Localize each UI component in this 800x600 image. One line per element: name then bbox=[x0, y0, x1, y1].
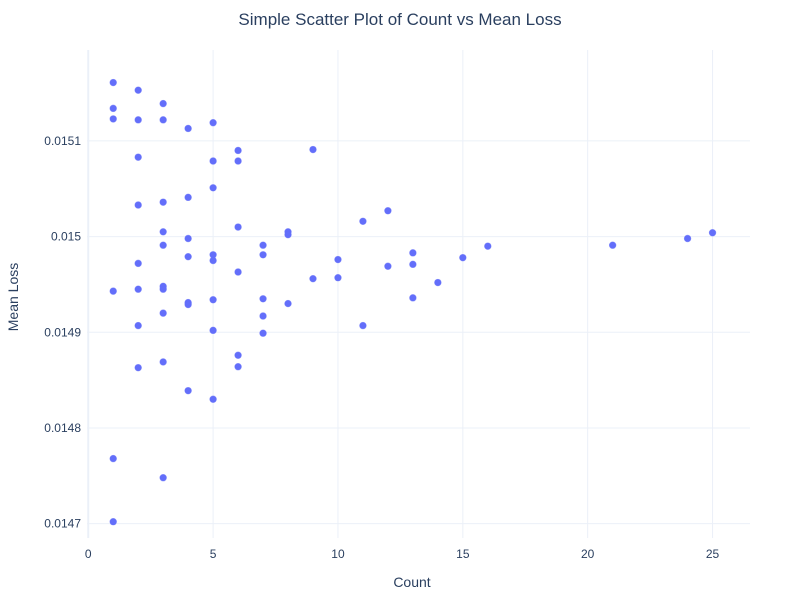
scatter-point bbox=[234, 223, 242, 231]
scatter-point bbox=[209, 157, 217, 165]
scatter-point bbox=[184, 193, 192, 202]
scatter-point bbox=[409, 294, 417, 302]
scatter-point bbox=[409, 249, 417, 257]
scatter-point bbox=[134, 86, 142, 94]
chart-title: Simple Scatter Plot of Count vs Mean Los… bbox=[238, 10, 561, 29]
scatter-point bbox=[384, 207, 392, 215]
scatter-point bbox=[159, 116, 167, 124]
scatter-point bbox=[159, 309, 167, 317]
data-points bbox=[109, 78, 717, 526]
x-axis-title: Count bbox=[393, 574, 430, 590]
scatter-point bbox=[209, 119, 217, 127]
scatter-point bbox=[234, 363, 242, 371]
scatter-point bbox=[109, 287, 117, 295]
scatter-point bbox=[608, 241, 617, 249]
scatter-point bbox=[184, 234, 192, 243]
scatter-point bbox=[159, 228, 167, 236]
scatter-point bbox=[184, 386, 192, 395]
scatter-point bbox=[708, 229, 717, 237]
scatter-point bbox=[109, 104, 117, 113]
scatter-point bbox=[134, 116, 142, 124]
scatter-point bbox=[284, 230, 292, 239]
scatter-point bbox=[159, 198, 167, 206]
y-tick-label: 0.015 bbox=[51, 230, 81, 244]
scatter-point bbox=[434, 278, 442, 287]
scatter-point bbox=[184, 124, 192, 133]
scatter-point bbox=[159, 358, 167, 366]
scatter-point bbox=[259, 295, 267, 303]
scatter-point bbox=[209, 256, 217, 265]
scatter-point bbox=[134, 259, 142, 268]
gridlines bbox=[87, 50, 750, 538]
scatter-point bbox=[309, 145, 317, 154]
x-tick-label: 20 bbox=[581, 547, 595, 561]
scatter-point bbox=[134, 285, 142, 293]
scatter-point bbox=[134, 363, 142, 372]
scatter-point bbox=[334, 255, 342, 264]
scatter-point bbox=[459, 253, 467, 262]
scatter-point bbox=[334, 274, 342, 282]
scatter-point bbox=[234, 157, 242, 165]
scatter-point bbox=[109, 454, 117, 463]
scatter-point bbox=[259, 329, 267, 337]
scatter-point bbox=[184, 300, 192, 309]
scatter-point bbox=[184, 252, 192, 261]
x-tick-label: 10 bbox=[331, 547, 345, 561]
y-axis-title: Mean Loss bbox=[5, 263, 21, 331]
x-tick-label: 5 bbox=[210, 547, 217, 561]
y-tick-label: 0.0147 bbox=[44, 517, 81, 531]
y-axis-ticks: 0.0147 0.0148 0.0149 0.015 0.0151 bbox=[44, 134, 81, 531]
scatter-point bbox=[259, 312, 267, 320]
scatter-point bbox=[109, 78, 117, 87]
scatter-point bbox=[109, 115, 117, 123]
scatter-point bbox=[683, 234, 692, 243]
y-tick-label: 0.0151 bbox=[44, 134, 81, 148]
y-tick-label: 0.0148 bbox=[44, 421, 81, 435]
scatter-point bbox=[359, 217, 367, 225]
scatter-point bbox=[159, 99, 167, 108]
scatter-point bbox=[134, 153, 142, 161]
scatter-point bbox=[209, 395, 217, 403]
x-tick-label: 25 bbox=[706, 547, 720, 561]
scatter-point bbox=[234, 146, 242, 155]
scatter-point bbox=[209, 326, 217, 335]
scatter-point bbox=[309, 274, 317, 283]
y-tick-label: 0.0149 bbox=[44, 325, 81, 339]
scatter-point bbox=[159, 474, 167, 482]
scatter-point bbox=[259, 251, 267, 259]
scatter-point bbox=[259, 241, 267, 249]
scatter-point bbox=[134, 201, 142, 209]
scatter-point bbox=[109, 518, 117, 526]
scatter-point bbox=[359, 321, 367, 330]
x-tick-label: 15 bbox=[456, 547, 470, 561]
scatter-point bbox=[159, 241, 167, 249]
scatter-point bbox=[134, 321, 142, 330]
scatter-point bbox=[234, 351, 242, 359]
scatter-point bbox=[159, 285, 167, 293]
scatter-point bbox=[409, 260, 417, 269]
scatter-point bbox=[484, 242, 492, 250]
scatter-point bbox=[284, 299, 292, 308]
scatter-point bbox=[234, 268, 242, 276]
scatter-point bbox=[209, 296, 217, 304]
x-axis-ticks: 0 5 10 15 20 25 bbox=[85, 547, 720, 561]
scatter-point bbox=[384, 262, 392, 270]
x-tick-label: 0 bbox=[85, 547, 92, 561]
scatter-point bbox=[209, 184, 217, 192]
